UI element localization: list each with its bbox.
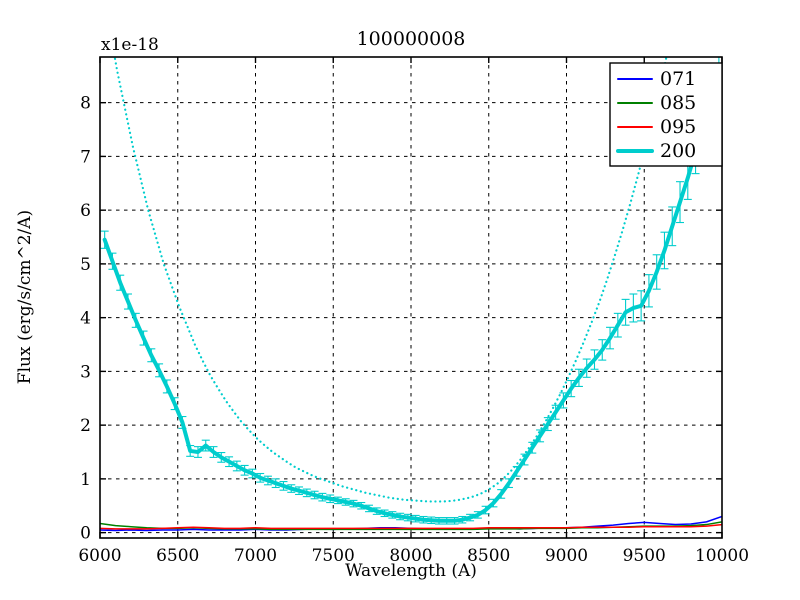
page-title: 100000008 (357, 28, 466, 50)
y-tick-label: 2 (80, 416, 91, 436)
y-axis-label: Flux (erg/s/cm^2/A) (15, 210, 35, 384)
x-tick-label: 10000 (695, 546, 749, 566)
y-tick-label: 3 (80, 362, 91, 382)
x-tick-label: 8500 (467, 546, 510, 566)
x-tick-label: 6500 (156, 546, 199, 566)
x-tick-label: 9500 (623, 546, 666, 566)
x-tick-label: 9000 (545, 546, 588, 566)
series-line-200 (102, 63, 721, 523)
y-tick-label: 4 (80, 309, 91, 329)
y-tick-label: 0 (80, 524, 91, 544)
legend-box (609, 62, 723, 167)
x-tick-label: 7000 (234, 546, 277, 566)
legend-label-200[interactable]: 200 (660, 140, 696, 162)
x-axis-label: Wavelength (A) (345, 561, 477, 581)
data-series-group (100, 57, 722, 532)
y-tick-label: 5 (80, 255, 91, 275)
legend-label-071[interactable]: 071 (660, 68, 696, 90)
tick-labels: 6000 6500 7000 7500 8000 8500 9000 9500 10000 0 1 2… (78, 94, 749, 566)
x-tick-label: 8000 (389, 546, 432, 566)
axes-frame (99, 56, 723, 539)
series-line-200-model (113, 57, 668, 503)
x-tick-label: 6000 (78, 546, 121, 566)
y-axis-offset-label: x1e-18 (101, 35, 159, 55)
y-tick-label: 6 (80, 201, 91, 221)
y-tick-label: 8 (80, 94, 91, 114)
grid-lines (100, 57, 722, 538)
y-tick-label: 1 (80, 470, 91, 490)
x-tick-label: 7500 (312, 546, 355, 566)
series-line-095 (100, 523, 722, 530)
legend-label-095[interactable]: 095 (660, 116, 696, 138)
y-tick-label: 7 (80, 147, 91, 167)
legend-label-085[interactable]: 085 (660, 92, 696, 114)
